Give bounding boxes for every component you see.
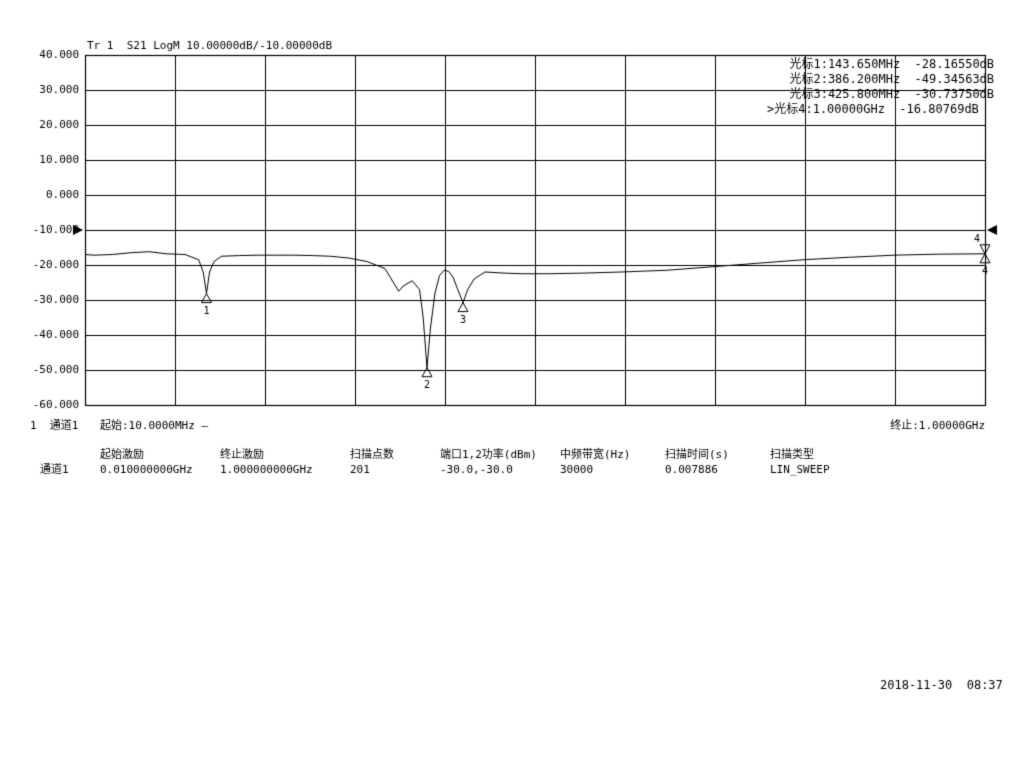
vna-screenshot-canvas xyxy=(0,0,1024,768)
